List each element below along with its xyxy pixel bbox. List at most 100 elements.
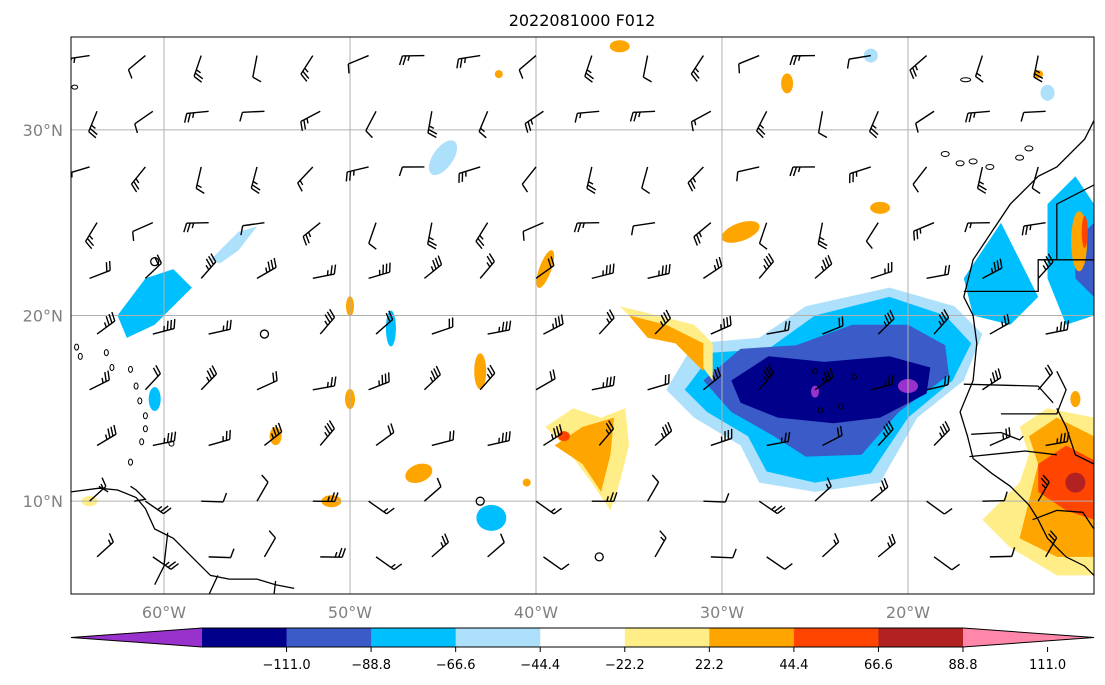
wind-barb: [427, 222, 437, 250]
wind-barb: [584, 55, 594, 83]
wind-barb: [183, 221, 209, 233]
border-suriname-guiana: [273, 580, 277, 594]
map-title: 2022081000 F012: [509, 11, 656, 30]
wind-barb: [431, 317, 454, 335]
wind-barb: [642, 55, 652, 83]
lesser-antilles-island: [142, 412, 148, 420]
wind-barb: [591, 492, 618, 503]
wind-barb: [758, 222, 768, 250]
wind-barb: [458, 166, 481, 183]
colorbar-bin: [371, 628, 457, 647]
wind-barb: [479, 364, 496, 391]
lat-tick-label: 10°N: [23, 492, 63, 511]
wind-barb: [475, 222, 489, 250]
neg-patch-ne: [963, 222, 1039, 325]
wind-barb: [368, 372, 390, 391]
wind-barb: [598, 309, 615, 335]
latitude-tick-labels: 10°N 20°N 30°N: [23, 121, 63, 511]
wind-barb: [814, 477, 832, 502]
neg-patch-45w-28n: [428, 140, 458, 176]
pos-patch-35w: [609, 40, 630, 53]
wind-barb: [738, 54, 760, 74]
wind-barb: [398, 166, 425, 177]
wind-barb: [195, 166, 205, 194]
colorbar-label: 88.8: [949, 658, 978, 673]
wind-barb: [347, 54, 369, 74]
wind-barb: [1045, 530, 1058, 558]
colorbar-bin: [878, 628, 964, 647]
wind-barb: [646, 474, 660, 502]
colorbar-bin: [202, 628, 288, 647]
wind-barb: [690, 55, 704, 82]
wind-barb: [630, 221, 656, 236]
coastline-west-africa: [959, 120, 1094, 576]
pos-region-38w-core: [557, 431, 570, 442]
wind-barb: [933, 421, 951, 446]
wind-barb: [96, 533, 114, 558]
wind-barb: [431, 430, 455, 447]
wind-barb: [132, 222, 154, 242]
wind-barb: [427, 111, 438, 139]
wind-barb: [144, 254, 162, 279]
wind-barb: [755, 110, 768, 139]
wind-barb: [201, 492, 228, 503]
colorbar: −111.0 −88.8 −66.6 −44.4 −22.2 22.2 44.4 66.6 88…: [70, 627, 1095, 673]
wind-barb: [521, 166, 537, 193]
colorbar-bin: [286, 628, 372, 647]
wind-barb-calm: [475, 496, 485, 506]
wind-barb: [849, 166, 872, 184]
pos-patch-11w-15n: [1070, 391, 1081, 408]
wind-barb: [89, 260, 111, 280]
pos-dot-40w: [522, 478, 531, 487]
wind-barb: [710, 315, 732, 335]
map-plot-area: [70, 36, 1095, 595]
lesser-antilles-island: [128, 458, 134, 466]
wind-barb: [710, 548, 737, 559]
wind-barb: [88, 111, 98, 139]
canary-island: [1015, 154, 1025, 161]
border-senegal-mali: [1056, 408, 1094, 465]
wind-barb: [914, 110, 935, 133]
colorbar-outline: [70, 627, 1095, 648]
wind-barb: [574, 110, 600, 123]
wind-barb-calm: [594, 552, 604, 562]
wind-barb: [647, 263, 671, 280]
wind-barb: [591, 263, 615, 280]
wind-barb: [758, 253, 775, 279]
wind-barb: [989, 427, 1011, 447]
wind-barb: [152, 431, 177, 447]
wind-barb: [239, 110, 265, 122]
lesser-antilles-island: [137, 397, 143, 405]
neg-patch-ne-2: [1047, 176, 1094, 325]
lon-tick-label: 40°W: [514, 603, 558, 622]
wind-barb: [368, 262, 391, 280]
wind-barb: [1031, 166, 1041, 195]
wind-barb: [89, 370, 110, 391]
wind-barb: [870, 478, 889, 502]
wind-barb: [821, 533, 840, 558]
wind-barb: [870, 374, 894, 391]
wind-barb: [250, 166, 261, 195]
wind-barb: [478, 110, 489, 139]
wind-barb: [208, 548, 235, 559]
colorbar-bin: [624, 628, 710, 647]
wind-barb: [312, 492, 339, 503]
anomaly-fills: [81, 40, 1094, 576]
colorbar-extend-low: [71, 628, 202, 647]
wind-barb: [822, 425, 843, 447]
pos-patch-46w: [405, 463, 433, 484]
wind-barb: [933, 556, 960, 571]
wind-barb: [654, 309, 672, 335]
wind-barb: [302, 222, 321, 246]
wind-barb: [1020, 110, 1046, 122]
neg-patch-west: [117, 269, 192, 338]
wind-barb: [641, 166, 651, 195]
coastline-south-america: [71, 487, 295, 590]
wind-barb: [375, 310, 394, 335]
wind-barb: [487, 533, 505, 558]
wind-barb: [130, 166, 146, 193]
wind-barb: [535, 256, 555, 279]
wind-barb: [976, 166, 987, 194]
wind-barb: [933, 309, 950, 335]
colorbar-bin: [540, 628, 626, 647]
